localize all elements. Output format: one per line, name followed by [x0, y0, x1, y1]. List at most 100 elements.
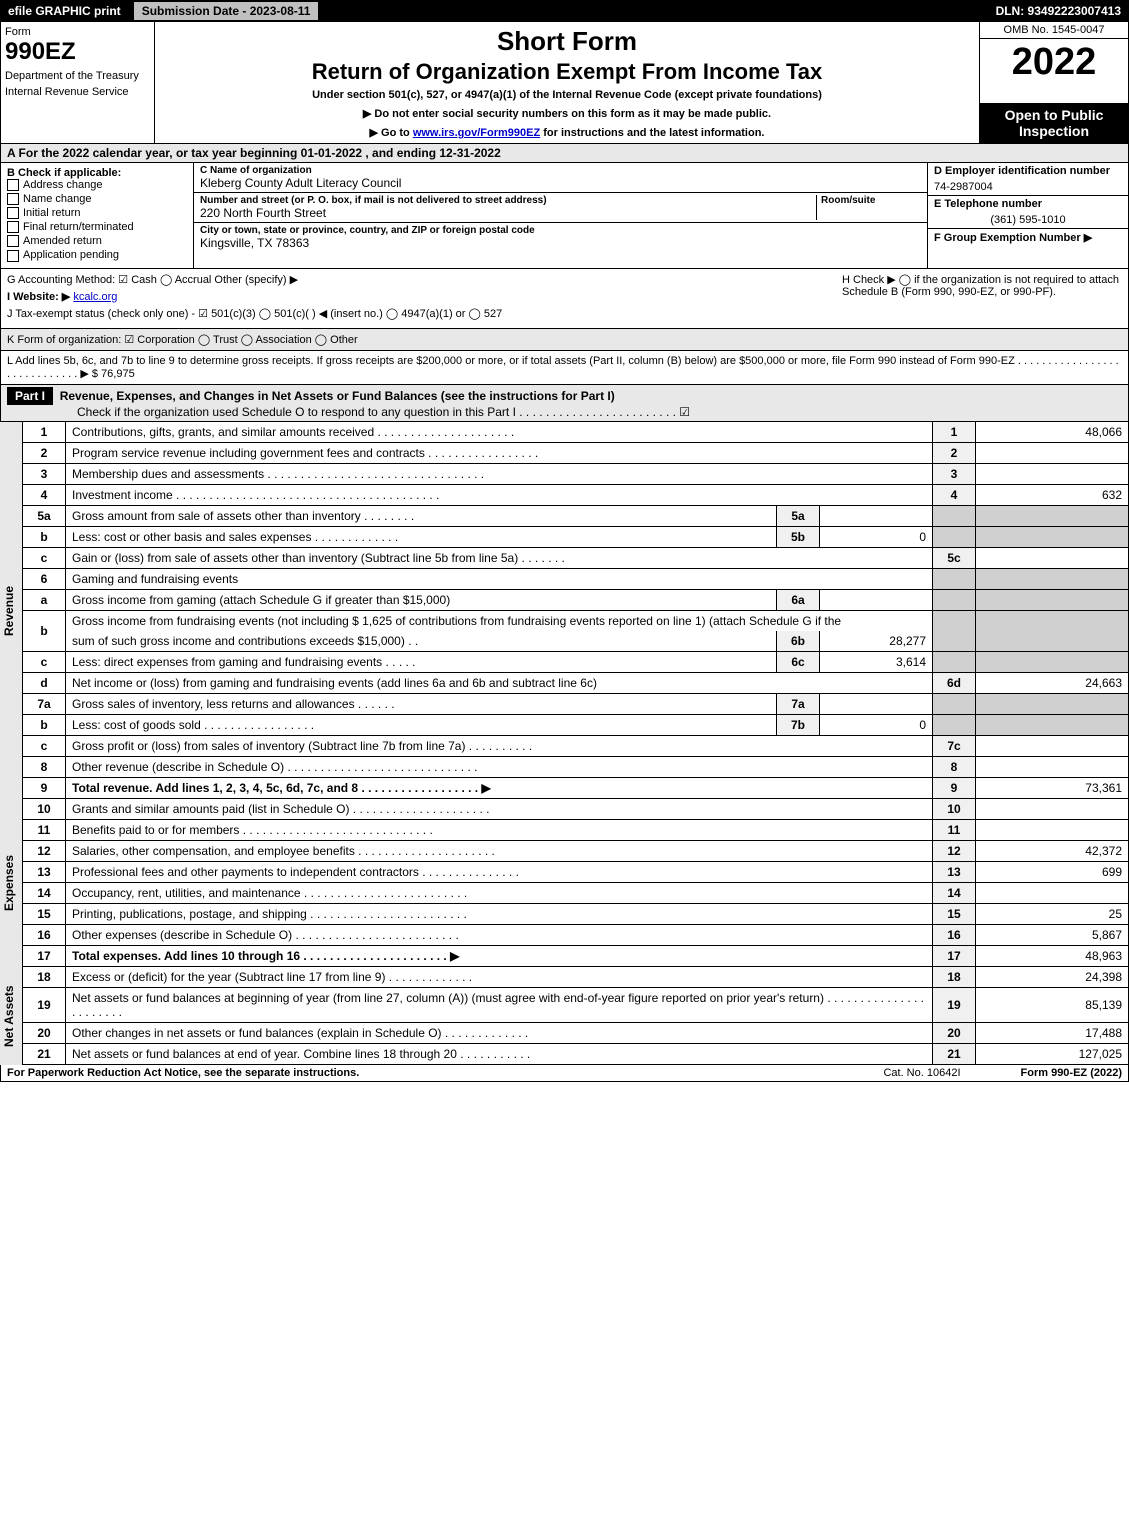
dept-treasury: Department of the Treasury — [5, 70, 150, 82]
section-l: L Add lines 5b, 6c, and 7b to line 9 to … — [0, 351, 1129, 385]
line-5c: cGain or (loss) from sale of assets othe… — [23, 547, 1129, 568]
line-20: 20Other changes in net assets or fund ba… — [23, 1022, 1129, 1043]
goto-suffix: for instructions and the latest informat… — [540, 127, 764, 139]
line-2: 2Program service revenue including gover… — [23, 442, 1129, 463]
section-j: J Tax-exempt status (check only one) - ☑… — [7, 307, 842, 320]
short-form-title: Short Form — [163, 26, 971, 57]
ein-label: D Employer identification number — [928, 163, 1128, 179]
section-b-label: B Check if applicable: — [7, 167, 187, 179]
part1-header: Part I Revenue, Expenses, and Changes in… — [0, 385, 1129, 422]
instr-goto: ▶ Go to www.irs.gov/Form990EZ for instru… — [163, 126, 971, 139]
org-name: Kleberg County Adult Literacy Council — [200, 176, 921, 190]
line-13: 13Professional fees and other payments t… — [23, 861, 1129, 882]
netassets-vert-label: Net Assets — [0, 967, 22, 1065]
line-6a: aGross income from gaming (attach Schedu… — [23, 589, 1129, 610]
line-3: 3Membership dues and assessments . . . .… — [23, 463, 1129, 484]
line-6b-1: bGross income from fundraising events (n… — [23, 610, 1129, 631]
dln: DLN: 93492223007413 — [996, 4, 1129, 18]
part1-label: Part I — [7, 387, 53, 405]
ein: 74-2987004 — [928, 179, 1128, 196]
check-pending[interactable]: Application pending — [7, 249, 187, 261]
line-18: 18Excess or (deficit) for the year (Subt… — [23, 967, 1129, 988]
section-h: H Check ▶ ◯ if the organization is not r… — [842, 273, 1122, 324]
expenses-block: Expenses 10Grants and similar amounts pa… — [0, 799, 1129, 967]
check-final[interactable]: Final return/terminated — [7, 221, 187, 233]
org-name-row: C Name of organization Kleberg County Ad… — [194, 163, 927, 193]
top-bar: efile GRAPHIC print Submission Date - 20… — [0, 0, 1129, 22]
line-21: 21Net assets or fund balances at end of … — [23, 1043, 1129, 1064]
line-5b: bLess: cost or other basis and sales exp… — [23, 526, 1129, 547]
check-name[interactable]: Name change — [7, 193, 187, 205]
city-label: City or town, state or province, country… — [200, 225, 921, 236]
revenue-table: 1Contributions, gifts, grants, and simil… — [22, 422, 1129, 799]
footer-cat: Cat. No. 10642I — [883, 1067, 960, 1079]
check-amended[interactable]: Amended return — [7, 235, 187, 247]
room-label: Room/suite — [821, 195, 921, 206]
return-title: Return of Organization Exempt From Incom… — [163, 59, 971, 85]
footer: For Paperwork Reduction Act Notice, see … — [0, 1065, 1129, 1082]
line-17: 17Total expenses. Add lines 10 through 1… — [23, 945, 1129, 966]
tel-label: E Telephone number — [928, 196, 1128, 212]
omb-number: OMB No. 1545-0047 — [980, 22, 1128, 39]
ghij-left: G Accounting Method: ☑ Cash ◯ Accrual Ot… — [7, 273, 842, 324]
group-label: F Group Exemption Number ▶ — [928, 229, 1128, 246]
line-15: 15Printing, publications, postage, and s… — [23, 903, 1129, 924]
form-number: 990EZ — [5, 38, 150, 66]
line-8: 8Other revenue (describe in Schedule O) … — [23, 756, 1129, 777]
org-city-row: City or town, state or province, country… — [194, 223, 927, 252]
netassets-table: 18Excess or (deficit) for the year (Subt… — [22, 967, 1129, 1065]
submission-date: Submission Date - 2023-08-11 — [133, 1, 320, 21]
dept-irs: Internal Revenue Service — [5, 86, 150, 98]
instr-ssn: ▶ Do not enter social security numbers o… — [163, 107, 971, 120]
header-left: Form 990EZ Department of the Treasury In… — [1, 22, 155, 143]
line-1: 1Contributions, gifts, grants, and simil… — [23, 422, 1129, 443]
part1-title: Revenue, Expenses, and Changes in Net As… — [56, 389, 614, 403]
line-9: 9Total revenue. Add lines 1, 2, 3, 4, 5c… — [23, 777, 1129, 798]
check-initial[interactable]: Initial return — [7, 207, 187, 219]
line-6c: cLess: direct expenses from gaming and f… — [23, 651, 1129, 672]
line-6d: dNet income or (loss) from gaming and fu… — [23, 672, 1129, 693]
line-19: 19Net assets or fund balances at beginni… — [23, 987, 1129, 1022]
under-section: Under section 501(c), 527, or 4947(a)(1)… — [163, 89, 971, 101]
check-address[interactable]: Address change — [7, 179, 187, 191]
org-addr-row: Number and street (or P. O. box, if mail… — [194, 193, 927, 223]
expenses-vert-label: Expenses — [0, 799, 22, 967]
header-right: OMB No. 1545-0047 2022 Open to Public In… — [979, 22, 1128, 143]
form-label: Form — [5, 26, 150, 38]
revenue-block: Revenue 1Contributions, gifts, grants, a… — [0, 422, 1129, 799]
telephone: (361) 595-1010 — [928, 212, 1128, 229]
goto-prefix: ▶ Go to — [370, 127, 413, 139]
part1-sub: Check if the organization used Schedule … — [7, 405, 1122, 419]
line-7c: cGross profit or (loss) from sales of in… — [23, 735, 1129, 756]
org-city: Kingsville, TX 78363 — [200, 236, 921, 250]
info-block: B Check if applicable: Address change Na… — [0, 163, 1129, 269]
line-7b: bLess: cost of goods sold . . . . . . . … — [23, 714, 1129, 735]
expenses-table: 10Grants and similar amounts paid (list … — [22, 799, 1129, 967]
section-k: K Form of organization: ☑ Corporation ◯ … — [0, 329, 1129, 351]
section-ghij: G Accounting Method: ☑ Cash ◯ Accrual Ot… — [0, 269, 1129, 329]
header-center: Short Form Return of Organization Exempt… — [155, 22, 979, 143]
section-i: I Website: ▶ kcalc.org — [7, 290, 842, 303]
line-12: 12Salaries, other compensation, and empl… — [23, 840, 1129, 861]
open-public: Open to Public Inspection — [980, 103, 1128, 143]
section-d: D Employer identification number 74-2987… — [927, 163, 1128, 268]
addr-label: Number and street (or P. O. box, if mail… — [200, 195, 816, 206]
org-address: 220 North Fourth Street — [200, 206, 816, 220]
section-a: A For the 2022 calendar year, or tax yea… — [0, 144, 1129, 163]
org-name-label: C Name of organization — [200, 165, 921, 176]
line-5a: 5aGross amount from sale of assets other… — [23, 505, 1129, 526]
line-11: 11Benefits paid to or for members . . . … — [23, 819, 1129, 840]
section-g: G Accounting Method: ☑ Cash ◯ Accrual Ot… — [7, 273, 842, 286]
line-14: 14Occupancy, rent, utilities, and mainte… — [23, 882, 1129, 903]
revenue-vert-label: Revenue — [0, 422, 22, 799]
website-link[interactable]: kcalc.org — [73, 291, 117, 303]
netassets-block: Net Assets 18Excess or (deficit) for the… — [0, 967, 1129, 1065]
section-c: C Name of organization Kleberg County Ad… — [194, 163, 927, 268]
efile-label: efile GRAPHIC print — [0, 4, 129, 18]
line-16: 16Other expenses (describe in Schedule O… — [23, 924, 1129, 945]
line-7a: 7aGross sales of inventory, less returns… — [23, 693, 1129, 714]
line-4: 4Investment income . . . . . . . . . . .… — [23, 484, 1129, 505]
tax-year: 2022 — [980, 39, 1128, 86]
irs-link[interactable]: www.irs.gov/Form990EZ — [413, 127, 540, 139]
website-label: I Website: ▶ — [7, 291, 70, 303]
